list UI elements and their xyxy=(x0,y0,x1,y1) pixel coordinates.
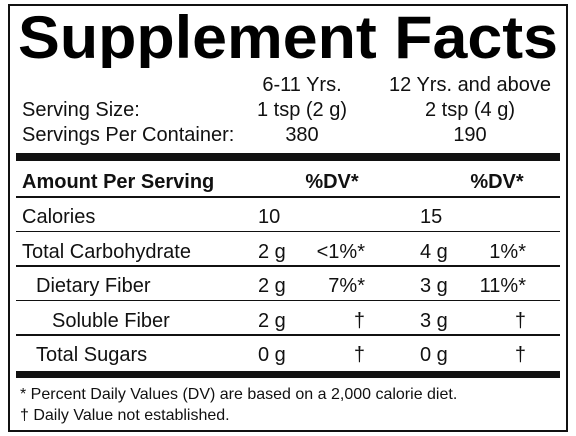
row-rule xyxy=(16,265,560,267)
nutrient-name: Total Sugars xyxy=(36,344,148,366)
nutrient-name: Soluble Fiber xyxy=(52,309,170,332)
column-header: 12 Yrs. and above xyxy=(389,74,551,96)
serving-size-value: 1 tsp (2 g) xyxy=(256,99,348,121)
amount-header: Amount Per Serving xyxy=(22,171,215,193)
dv-header: %DV* xyxy=(305,171,359,193)
servings-value: 190 xyxy=(453,124,487,146)
amount: 0 g xyxy=(258,344,286,366)
thick-rule xyxy=(16,371,560,378)
title: Supplement Facts xyxy=(18,6,558,68)
daily-value: † xyxy=(353,344,365,366)
amount: 2 g xyxy=(258,275,286,297)
supplement-facts-label: Supplement Facts 6-11 Yrs. 12 Yrs. and a… xyxy=(8,4,568,432)
amount: 2 g xyxy=(258,309,286,332)
row-rule xyxy=(16,230,560,232)
amount: 4 g xyxy=(420,240,448,263)
daily-value: 7%* xyxy=(328,275,365,297)
row-rule xyxy=(16,196,560,198)
nutrient-name: Calories xyxy=(22,206,96,228)
daily-value: 1%* xyxy=(489,240,526,263)
servings-label: Servings Per Container: xyxy=(22,124,235,146)
daily-value: † xyxy=(353,309,365,332)
amount: 0 g xyxy=(420,344,448,366)
column-header: 6-11 Yrs. xyxy=(262,74,342,96)
nutrient-name: Dietary Fiber xyxy=(36,275,151,297)
daily-value: 11%* xyxy=(479,275,526,297)
row-rule xyxy=(16,299,560,301)
nutrient-name: Total Carbohydrate xyxy=(22,240,191,263)
amount: 3 g xyxy=(420,275,448,297)
footnote: * Percent Daily Values (DV) are based on… xyxy=(20,386,458,403)
dv-header: %DV* xyxy=(470,171,524,193)
amount: 2 g xyxy=(258,240,286,263)
daily-value: <1%* xyxy=(316,240,365,263)
thick-rule xyxy=(16,153,560,161)
title-svg: Supplement Facts xyxy=(18,6,558,68)
amount: 3 g xyxy=(420,309,448,332)
amount: 15 xyxy=(420,206,443,228)
row-rule xyxy=(16,334,560,336)
servings-value: 380 xyxy=(285,124,319,146)
footnote: † Daily Value not established. xyxy=(20,407,230,424)
daily-value: † xyxy=(514,309,526,332)
serving-size-value: 2 tsp (4 g) xyxy=(424,99,516,121)
daily-value: † xyxy=(514,344,526,366)
amount: 10 xyxy=(258,206,281,228)
serving-size-label: Serving Size: xyxy=(22,99,140,121)
